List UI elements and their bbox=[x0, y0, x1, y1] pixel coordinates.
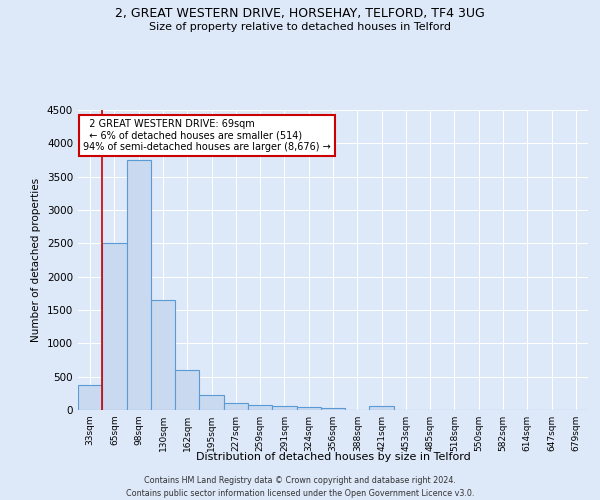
Bar bbox=[224, 402, 248, 410]
Bar bbox=[199, 394, 224, 410]
Bar bbox=[296, 408, 321, 410]
Bar bbox=[321, 408, 345, 410]
Bar bbox=[151, 300, 175, 410]
Text: Contains HM Land Registry data © Crown copyright and database right 2024.
Contai: Contains HM Land Registry data © Crown c… bbox=[126, 476, 474, 498]
Bar bbox=[175, 370, 199, 410]
Bar bbox=[102, 244, 127, 410]
Bar bbox=[248, 405, 272, 410]
Bar bbox=[370, 406, 394, 410]
Text: Size of property relative to detached houses in Telford: Size of property relative to detached ho… bbox=[149, 22, 451, 32]
Y-axis label: Number of detached properties: Number of detached properties bbox=[31, 178, 41, 342]
Text: Distribution of detached houses by size in Telford: Distribution of detached houses by size … bbox=[196, 452, 470, 462]
Text: 2, GREAT WESTERN DRIVE, HORSEHAY, TELFORD, TF4 3UG: 2, GREAT WESTERN DRIVE, HORSEHAY, TELFOR… bbox=[115, 8, 485, 20]
Bar bbox=[127, 160, 151, 410]
Bar bbox=[272, 406, 296, 410]
Bar bbox=[78, 385, 102, 410]
Text: 2 GREAT WESTERN DRIVE: 69sqm
  ← 6% of detached houses are smaller (514)
94% of : 2 GREAT WESTERN DRIVE: 69sqm ← 6% of det… bbox=[83, 119, 331, 152]
